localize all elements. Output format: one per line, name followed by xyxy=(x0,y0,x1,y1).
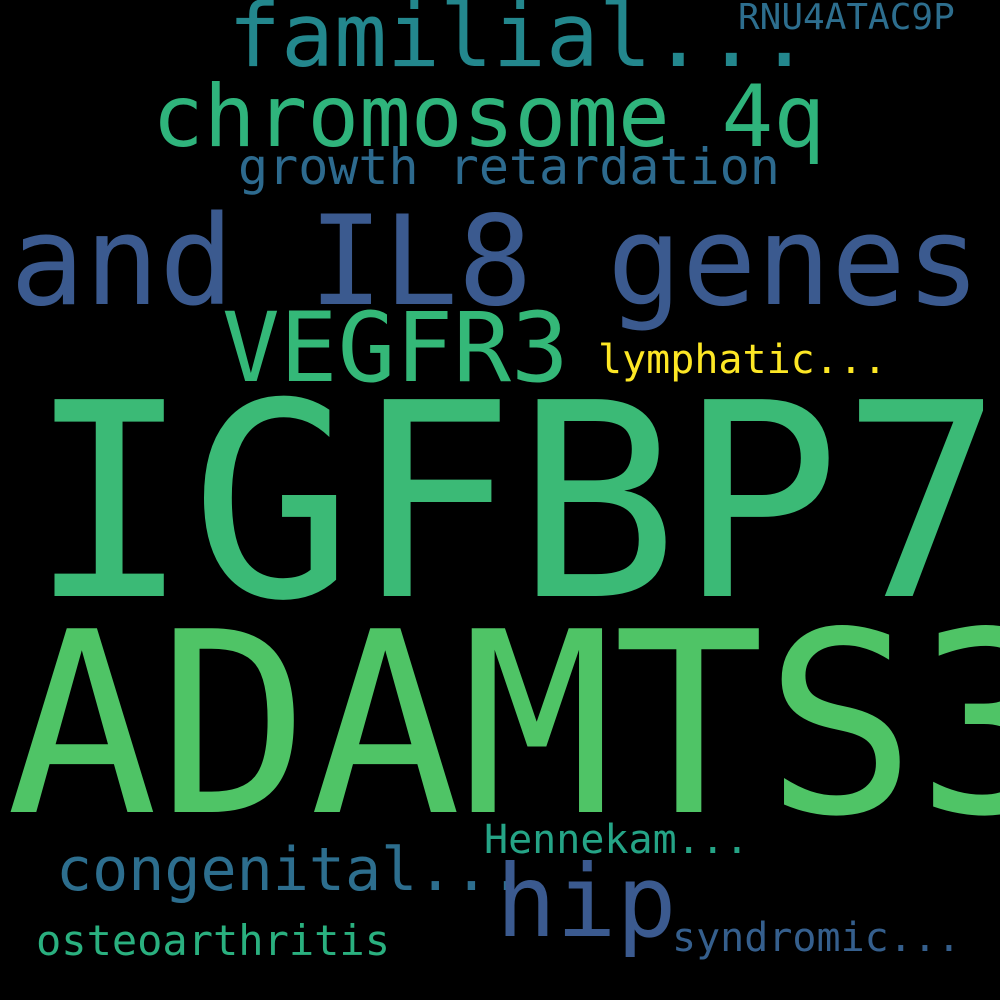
word-hip: hip xyxy=(496,843,677,960)
word-familial: familial... xyxy=(228,0,811,87)
word-lymphatic: lymphatic... xyxy=(598,337,887,383)
word-vegfr3: VEGFR3 xyxy=(222,292,569,404)
word-rnu4atac9p: RNU4ATAC9P xyxy=(738,0,955,38)
word-congenital: congenital... xyxy=(56,835,526,905)
word-igfbp7: IGFBP7 xyxy=(28,345,1000,660)
word-osteoarthritis: osteoarthritis xyxy=(36,916,391,965)
word-and-il8-genes: and IL8 genes xyxy=(10,190,981,334)
word-syndromic: syndromic... xyxy=(672,915,961,961)
word-adamts3: ADAMTS3 xyxy=(6,579,1000,872)
word-growth-retardation: growth retardation xyxy=(238,138,780,196)
word-chromosome-4q: chromosome 4q xyxy=(152,67,826,167)
word-hennekam: Hennekam... xyxy=(484,817,749,863)
